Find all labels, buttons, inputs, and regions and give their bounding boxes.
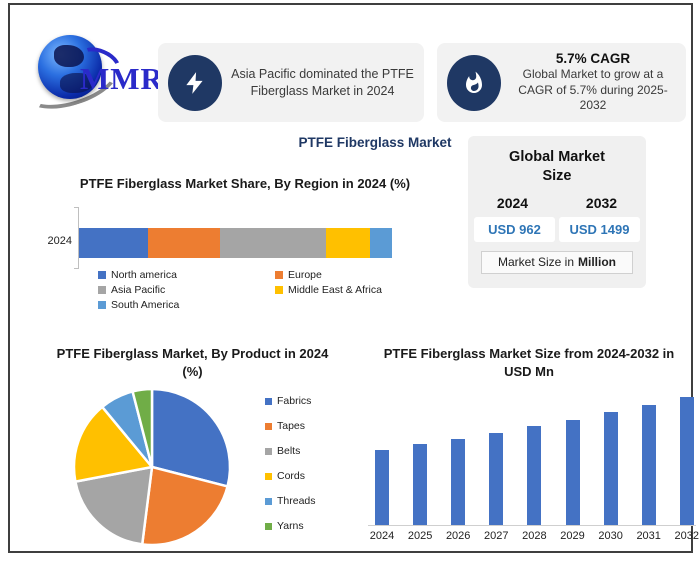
- globe-landmass: [60, 73, 94, 93]
- bar-2024: [375, 450, 389, 525]
- legend-marker: [275, 286, 283, 294]
- x-tick-label-2026: 2026: [445, 530, 471, 542]
- bar-2026: [451, 439, 466, 525]
- x-tick-label-2030: 2030: [598, 530, 623, 542]
- pie-slice-cords: [72, 405, 154, 483]
- bar-chart-title: PTFE Fiberglass Market Size from 2024-20…: [383, 346, 675, 379]
- global-market-size-card: Global Market Size 2024 2032 USD 962 USD…: [468, 136, 646, 288]
- region-segment-europe: [147, 228, 220, 258]
- legend-marker: [265, 397, 272, 405]
- legend-marker: [98, 301, 106, 309]
- x-tick-label-2027: 2027: [484, 530, 509, 542]
- region-segment-middle-east-africa: [326, 228, 371, 258]
- region-segment-asia-pacific: [219, 228, 327, 258]
- bar-2028: [527, 426, 542, 525]
- x-tick-label-2032: 2032: [674, 530, 700, 542]
- pie-legend-item-yarns: Yarns: [265, 520, 316, 532]
- legend-marker: [265, 497, 272, 505]
- region-stacked-bar: [79, 228, 392, 258]
- legend-label: Fabrics: [277, 395, 312, 407]
- product-pie-chart: PTFE Fiberglass Market, By Product in 20…: [40, 343, 352, 555]
- region-legend-item-europe: Europe: [275, 269, 382, 281]
- region-legend: North america Asia Pacific South America Eu…: [98, 269, 458, 311]
- pie-legend: Fabrics Tapes Belts Cords Threads Yarns: [265, 395, 316, 532]
- region-chart-title: PTFE Fiberglass Market Share, By Region …: [79, 176, 411, 191]
- x-axis-line: [368, 525, 696, 526]
- region-category-label: 2024: [47, 235, 72, 247]
- callout-cagr: 5.7% CAGR Global Market to grow at a CAG…: [437, 43, 686, 122]
- market-size-unit-note: Market Size in Million: [481, 250, 633, 274]
- legend-marker: [265, 422, 272, 430]
- region-legend-item-asia-pacific: Asia Pacific: [98, 284, 275, 296]
- bar-2031: [641, 405, 656, 525]
- bar-2030: [603, 412, 618, 525]
- pie-chart-title: PTFE Fiberglass Market, By Product in 20…: [56, 346, 329, 379]
- bar-plot-area: 2024 2025 2026 2027 2028 2029 2030 2031 2032: [358, 343, 700, 555]
- legend-label: Middle East & Africa: [288, 284, 382, 296]
- pie-legend-item-threads: Threads: [265, 495, 316, 507]
- mmr-logo: MMR: [19, 31, 163, 119]
- globe-landmass: [54, 45, 84, 67]
- note-prefix: Market Size in: [497, 255, 575, 270]
- infographic-frame: MMR Asia Pacific dominated the PTFE Fibe…: [8, 3, 699, 555]
- legend-marker: [98, 286, 106, 294]
- cagr-text: Global Market to grow at a CAGR of 5.7% …: [518, 67, 668, 113]
- cagr-title: 5.7% CAGR: [555, 51, 631, 67]
- pie-slice-tapes: [140, 465, 229, 547]
- year-2024-label: 2024: [496, 194, 529, 211]
- legend-marker: [265, 472, 272, 480]
- pie-slice-belts: [74, 465, 154, 546]
- flame-icon: [447, 54, 501, 111]
- legend-label: South America: [111, 299, 180, 311]
- pie-legend-item-fabrics: Fabrics: [265, 395, 316, 407]
- pie-slice-yarns: [131, 387, 154, 469]
- region-legend-item-north-america: North america: [98, 269, 275, 281]
- legend-label: Asia Pacific: [111, 284, 166, 296]
- global-market-size-title: Global Market Size: [509, 149, 605, 184]
- bar-2025: [413, 444, 428, 525]
- market-size-bar-chart: PTFE Fiberglass Market Size from 2024-20…: [358, 343, 700, 555]
- value-2032: USD 1499: [559, 216, 640, 242]
- x-tick-label-2024: 2024: [369, 530, 395, 542]
- bar-2027: [489, 433, 504, 525]
- x-tick-label-2029: 2029: [560, 530, 585, 542]
- pie-slice-fabrics: [150, 387, 232, 488]
- pie-legend-item-cords: Cords: [265, 470, 316, 482]
- legend-marker: [98, 271, 106, 279]
- legend-marker: [265, 447, 272, 455]
- page-title: PTFE Fiberglass Market: [298, 135, 452, 150]
- callout-asia-pacific: Asia Pacific dominated the PTFE Fibergla…: [158, 43, 424, 122]
- pie-legend-item-belts: Belts: [265, 445, 316, 457]
- region-legend-item-middle-east-africa: Middle East & Africa: [275, 284, 382, 296]
- legend-label: Europe: [288, 269, 322, 281]
- note-unit: Million: [578, 255, 617, 270]
- region-y-axis: [74, 207, 79, 269]
- year-2032-label: 2032: [585, 194, 618, 211]
- bar-2029: [565, 420, 580, 525]
- lightning-icon: [168, 54, 222, 111]
- bar-2032: [679, 397, 694, 525]
- legend-label: Belts: [277, 445, 301, 457]
- x-tick-label-2028: 2028: [522, 530, 547, 542]
- callout-asia-pacific-text: Asia Pacific dominated the PTFE Fibergla…: [231, 66, 414, 98]
- x-tick-label-2031: 2031: [636, 530, 661, 542]
- value-2024: USD 962: [474, 216, 555, 242]
- legend-label: Threads: [277, 495, 316, 507]
- region-segment-south-america: [370, 228, 392, 258]
- pie-graphic: [72, 387, 232, 547]
- globe-icon: [38, 35, 102, 99]
- legend-label: Tapes: [277, 420, 306, 432]
- region-share-chart: PTFE Fiberglass Market Share, By Region …: [40, 173, 460, 311]
- legend-marker: [265, 522, 272, 530]
- legend-label: Cords: [277, 470, 306, 482]
- logo-text: MMR: [80, 61, 164, 96]
- pie-legend-item-tapes: Tapes: [265, 420, 316, 432]
- region-legend-item-south-america: South America: [98, 299, 275, 311]
- legend-marker: [275, 271, 283, 279]
- x-tick-label-2025: 2025: [407, 530, 433, 542]
- legend-label: North america: [111, 269, 177, 281]
- region-segment-north-america: [79, 228, 148, 258]
- legend-label: Yarns: [277, 520, 304, 532]
